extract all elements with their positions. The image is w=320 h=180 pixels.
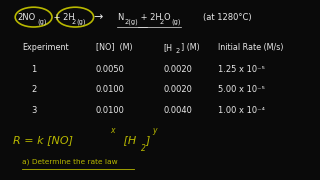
Text: 2: 2 <box>72 19 76 25</box>
Text: 1.00 x 10⁻⁴: 1.00 x 10⁻⁴ <box>218 106 265 115</box>
Text: 3: 3 <box>31 106 36 115</box>
Text: R = k [NO]: R = k [NO] <box>13 135 73 145</box>
Text: a) Determine the rate law: a) Determine the rate law <box>22 159 118 165</box>
Text: O: O <box>163 13 170 22</box>
Text: 0.0100: 0.0100 <box>96 86 125 94</box>
Text: ] (M): ] (M) <box>181 43 200 52</box>
Text: 2: 2 <box>141 144 146 153</box>
Text: 0.0040: 0.0040 <box>163 106 192 115</box>
Text: 2(g): 2(g) <box>124 18 138 25</box>
Text: + 2H: + 2H <box>138 13 161 22</box>
Text: (g): (g) <box>76 18 86 25</box>
Text: 0.0100: 0.0100 <box>96 106 125 115</box>
Text: [NO]  (M): [NO] (M) <box>96 43 132 52</box>
Text: 0.0020: 0.0020 <box>163 86 192 94</box>
Text: 2: 2 <box>175 48 180 54</box>
Text: 1: 1 <box>31 65 36 74</box>
Text: 0.0020: 0.0020 <box>163 65 192 74</box>
Text: + 2H: + 2H <box>51 13 74 22</box>
Text: 1.25 x 10⁻⁵: 1.25 x 10⁻⁵ <box>218 65 264 74</box>
Text: [H: [H <box>120 135 136 145</box>
Text: →: → <box>93 12 102 22</box>
Text: 2: 2 <box>159 19 163 25</box>
Text: (g): (g) <box>171 18 181 25</box>
Text: [H: [H <box>163 43 172 52</box>
Text: 5.00 x 10⁻⁵: 5.00 x 10⁻⁵ <box>218 86 264 94</box>
Text: 0.0050: 0.0050 <box>96 65 125 74</box>
Text: y: y <box>152 126 156 135</box>
Text: ]: ] <box>146 135 150 145</box>
Text: Experiment: Experiment <box>22 43 69 52</box>
Text: N: N <box>117 13 123 22</box>
Text: 2: 2 <box>31 86 36 94</box>
Text: 2NO: 2NO <box>18 13 36 22</box>
Text: (at 1280°C): (at 1280°C) <box>203 13 252 22</box>
Text: x: x <box>110 126 115 135</box>
Text: (g): (g) <box>38 18 47 25</box>
Text: Initial Rate (M/s): Initial Rate (M/s) <box>218 43 283 52</box>
